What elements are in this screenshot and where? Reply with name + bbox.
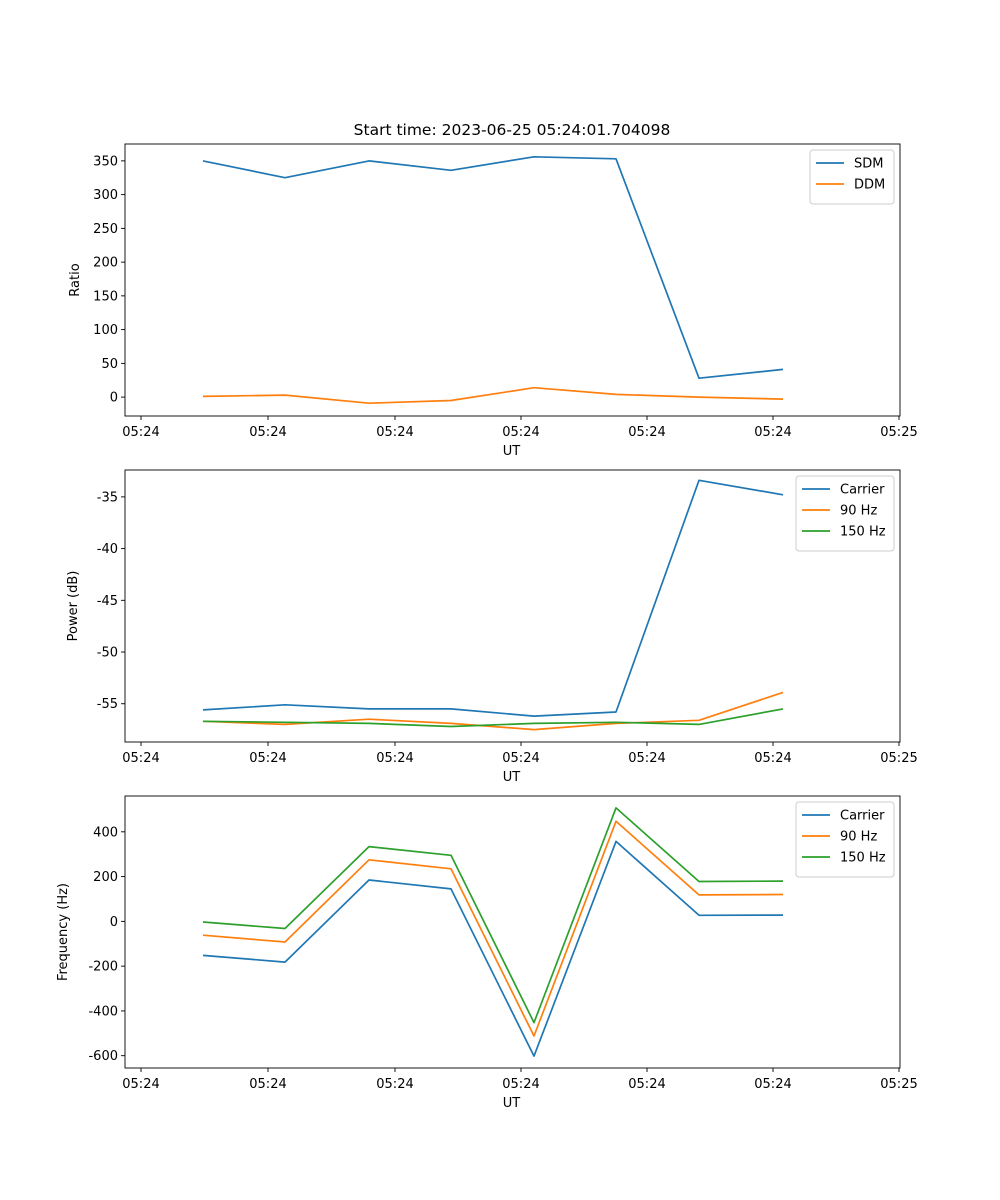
y-tick-label: -400 [88,1004,118,1019]
chart-title: Start time: 2023-06-25 05:24:01.704098 [354,121,671,139]
x-tick-label: 05:25 [880,751,917,766]
legend-box [795,801,895,878]
x-tick-label: 05:24 [376,425,413,440]
y-tick-label: 350 [93,154,118,169]
y-tick-label: 0 [110,391,118,406]
y-tick-label: -600 [88,1049,118,1064]
series-line-90-hz [202,820,784,1037]
frequency-panel: 05:24 05:24 05:24 05:24 05:24 05:24 05:25 UT -60… [56,795,918,1111]
series-line-sdm [202,155,784,380]
y-axis-label: Ratio [68,263,83,296]
series-line-carrier [202,840,784,1057]
y-tick-label: 200 [93,870,118,885]
power-panel: 05:24 05:24 05:24 05:24 05:24 05:24 05:25 UT -55… [66,469,918,785]
y-tick-label: 300 [93,188,118,203]
legend-box [795,475,895,552]
legend-label: 90 Hz [840,504,877,519]
x-tick-label: 05:24 [122,751,159,766]
x-axis-label: UT [503,770,521,785]
x-tick-label: 05:24 [754,425,791,440]
plot-frame [124,469,901,743]
x-tick-label: 05:24 [122,425,159,440]
x-tick-label: 05:24 [754,1077,791,1092]
x-tick-label: 05:25 [880,1077,917,1092]
x-tick-label: 05:24 [122,1077,159,1092]
y-axis-label: Power (dB) [66,571,81,642]
y-tick-label: -200 [88,960,118,975]
y-tick-label: -35 [97,490,118,505]
y-tick-label: 50 [101,357,118,372]
x-tick-label: 05:24 [628,425,665,440]
x-tick-label: 05:24 [502,425,539,440]
x-tick-label: 05:24 [249,751,286,766]
series-line-carrier [202,479,784,717]
series-line-ddm [202,386,784,405]
legend-label: 150 Hz [840,851,886,866]
legend-label: SDM [854,157,883,172]
legend-label: 90 Hz [840,830,877,845]
x-tick-label: 05:25 [880,425,917,440]
legend-label: 150 Hz [840,525,886,540]
y-tick-label: -50 [97,646,118,661]
x-tick-label: 05:24 [376,1077,413,1092]
legend-label: Carrier [840,809,885,824]
x-tick-label: 05:24 [754,751,791,766]
ratio-panel: 05:24 05:24 05:24 05:24 05:24 05:24 05:25 UT 0 50… [68,143,918,459]
legend-label: Carrier [840,483,885,498]
y-tick-label: -45 [97,594,118,609]
plot-frame [124,143,901,417]
series-line-150-hz [202,708,784,728]
plot-frame [124,795,901,1069]
y-tick-label: 150 [93,289,118,304]
x-tick-label: 05:24 [628,751,665,766]
legend-label: DDM [854,178,885,193]
y-tick-label: 0 [110,915,118,930]
x-tick-label: 05:24 [249,1077,286,1092]
x-tick-label: 05:24 [628,1077,665,1092]
x-tick-label: 05:24 [249,425,286,440]
x-axis-label: UT [503,1096,521,1111]
y-axis-label: Frequency (Hz) [56,883,71,981]
x-tick-label: 05:24 [502,1077,539,1092]
x-axis-label: UT [503,444,521,459]
x-tick-label: 05:24 [376,751,413,766]
series-line-150-hz [202,807,784,1024]
y-tick-label: -55 [97,697,118,712]
series-line-90-hz [202,691,784,731]
y-tick-label: 100 [93,323,118,338]
y-tick-label: 400 [93,825,118,840]
y-tick-label: -40 [97,542,118,557]
x-tick-label: 05:24 [502,751,539,766]
y-tick-label: 200 [93,256,118,271]
y-tick-label: 250 [93,222,118,237]
